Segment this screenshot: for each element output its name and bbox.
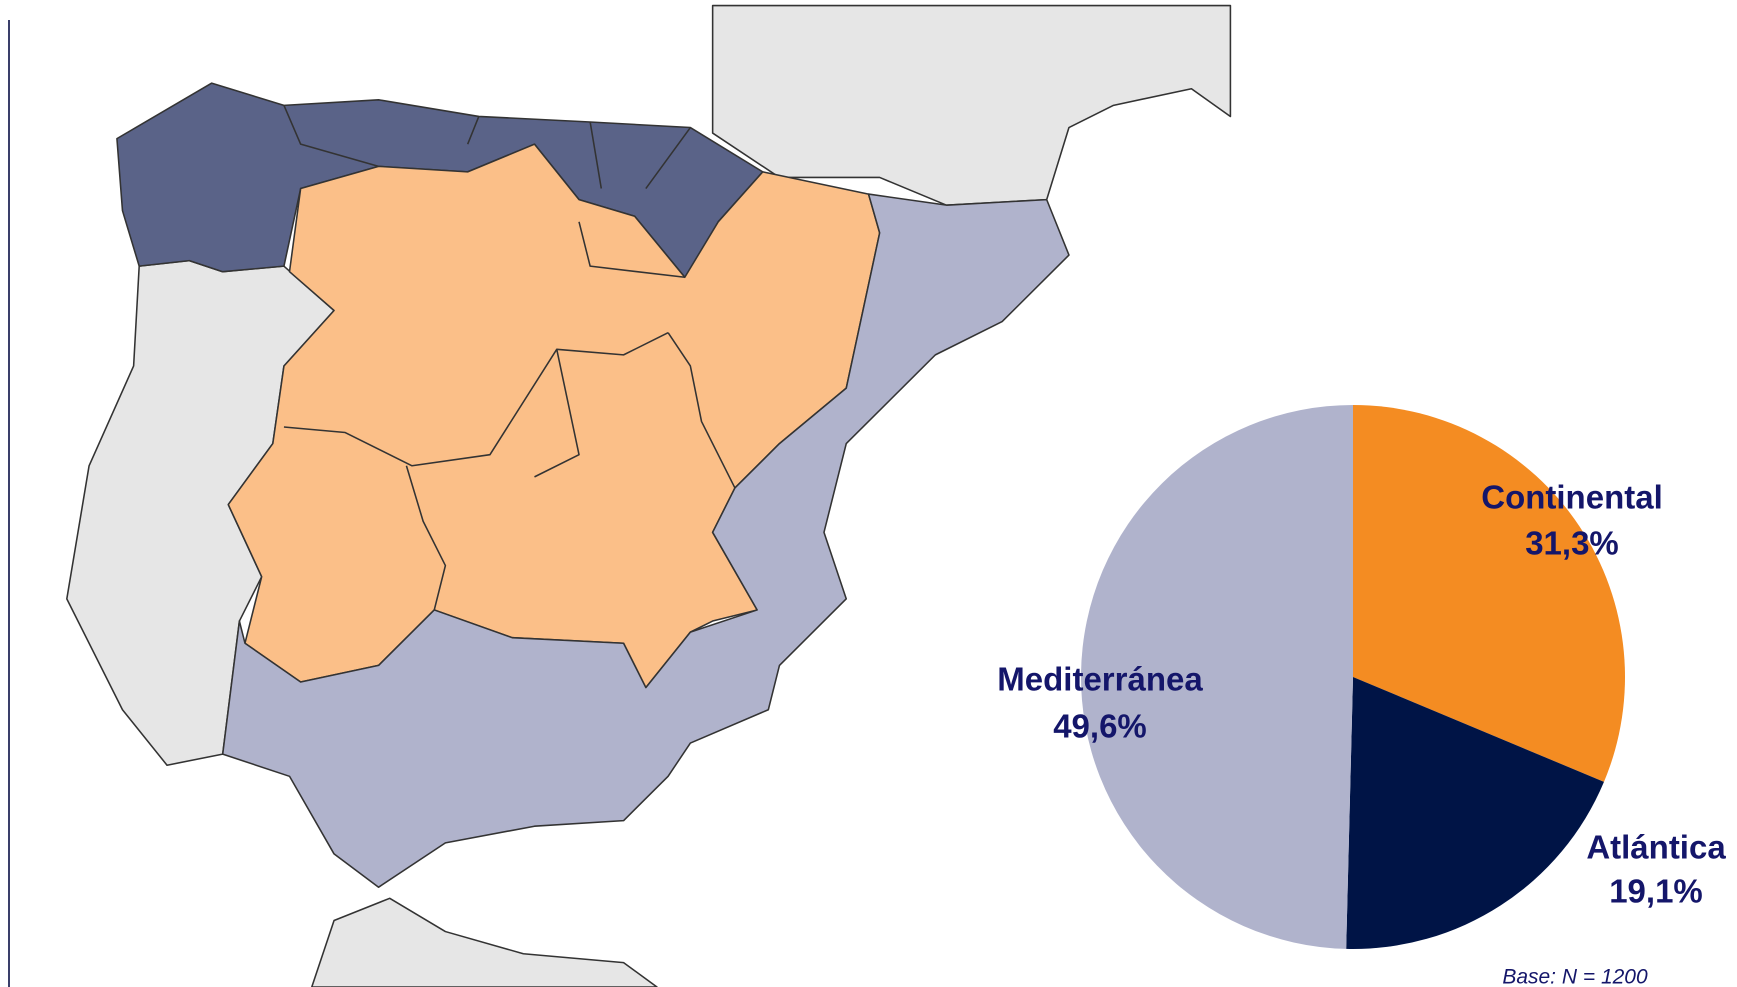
continental-region: [227, 143, 881, 689]
morocco: [311, 897, 658, 987]
slice-value-label: 31,3%: [1525, 525, 1619, 562]
pie-slice: [1353, 405, 1625, 782]
slice-label: Continental: [1481, 479, 1662, 516]
slice-value-label: 49,6%: [1053, 708, 1147, 745]
pie-slice: [1081, 405, 1353, 949]
france: [711, 4, 1232, 206]
slice-value-label: 19,1%: [1609, 873, 1703, 910]
note: Base: N = 1200: [1502, 966, 1648, 987]
map: [66, 4, 1232, 987]
slice-label: Mediterránea: [997, 661, 1203, 698]
slice-label: Atlántica: [1586, 829, 1726, 866]
region-border: [283, 105, 736, 611]
mediterranean-region: [221, 193, 1070, 888]
pie-slice: [1346, 677, 1604, 949]
